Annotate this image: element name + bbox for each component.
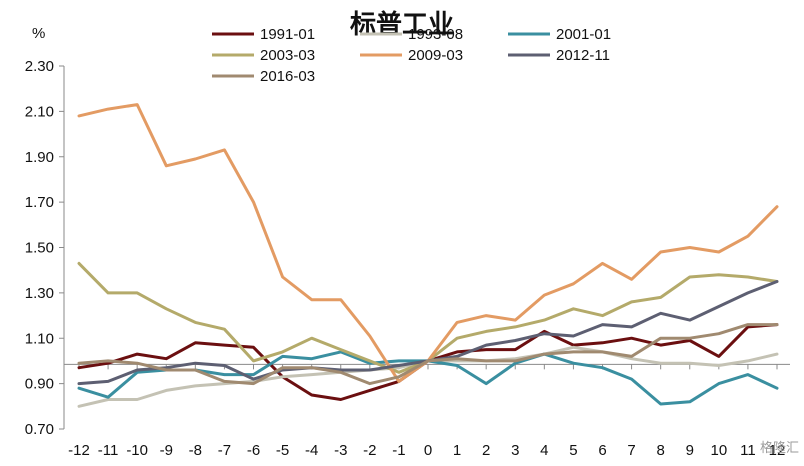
x-tick-label: -12 [68, 442, 90, 459]
plot-area: 2.302.101.901.701.501.301.100.900.70-12-… [25, 58, 790, 459]
series-line-2016-03 [77, 323, 779, 386]
legend-item-2012-11: 2012-11 [508, 47, 610, 64]
series-line-2009-03 [77, 103, 779, 383]
x-tick-label: -6 [247, 442, 260, 459]
x-tick-label: 4 [540, 442, 548, 459]
x-tick-label: -5 [276, 442, 289, 459]
legend-item-2003-03: 2003-03 [212, 47, 315, 64]
legend-label: 1991-01 [260, 26, 315, 43]
y-tick-label: 1.50 [25, 240, 54, 257]
legend-item-2001-01: 2001-01 [508, 26, 611, 43]
x-tick-label: 7 [627, 442, 635, 459]
x-tick-label: 9 [686, 442, 694, 459]
legend: 1991-01 1993-08 2001-01 2003-03 2009-03 2012-… [212, 26, 611, 85]
legend-item-1991-01: 1991-01 [212, 26, 315, 43]
legend-label: 2009-03 [408, 47, 463, 64]
x-tick-label: -1 [392, 442, 405, 459]
watermark: 格隆汇 [760, 440, 799, 455]
x-tick-label: -10 [126, 442, 148, 459]
x-tick-label: 6 [598, 442, 606, 459]
legend-label: 2016-03 [260, 68, 315, 85]
y-tick-label: 0.70 [25, 421, 54, 438]
x-tick-label: -11 [98, 442, 119, 459]
y-unit-label: % [32, 25, 45, 42]
x-tick-label: -9 [160, 442, 173, 459]
y-tick-label: 0.90 [25, 376, 54, 393]
x-tick-label: -4 [305, 442, 318, 459]
legend-label: 2003-03 [260, 47, 315, 64]
x-tick-label: 8 [656, 442, 664, 459]
legend-label: 2012-11 [556, 47, 610, 64]
legend-item-1993-08: 1993-08 [360, 26, 463, 43]
series-line-2003-03 [77, 261, 779, 374]
x-tick-label: 2 [482, 442, 490, 459]
x-tick-label: 1 [453, 442, 461, 459]
y-tick-label: 1.90 [25, 149, 54, 166]
y-tick-label: 2.10 [25, 103, 54, 120]
legend-item-2009-03: 2009-03 [360, 47, 463, 64]
x-tick-label: 10 [710, 442, 727, 459]
legend-item-2016-03: 2016-03 [212, 68, 315, 85]
series-line-1993-08 [77, 345, 779, 408]
x-tick-label: 0 [424, 442, 432, 459]
y-tick-label: 1.30 [25, 285, 54, 302]
x-tick-label: -8 [189, 442, 202, 459]
x-tick-label: 11 [740, 442, 756, 459]
x-tick-label: 5 [569, 442, 577, 459]
legend-label: 2001-01 [556, 26, 611, 43]
x-tick-label: 3 [511, 442, 519, 459]
x-tick-label: -3 [334, 442, 347, 459]
legend-label: 1993-08 [408, 26, 463, 43]
y-tick-label: 2.30 [25, 58, 54, 75]
y-tick-label: 1.70 [25, 194, 54, 211]
y-tick-label: 1.10 [25, 330, 54, 347]
x-tick-label: -7 [218, 442, 231, 459]
x-tick-label: -2 [363, 442, 376, 459]
x-tick-label: 12 [769, 442, 786, 459]
